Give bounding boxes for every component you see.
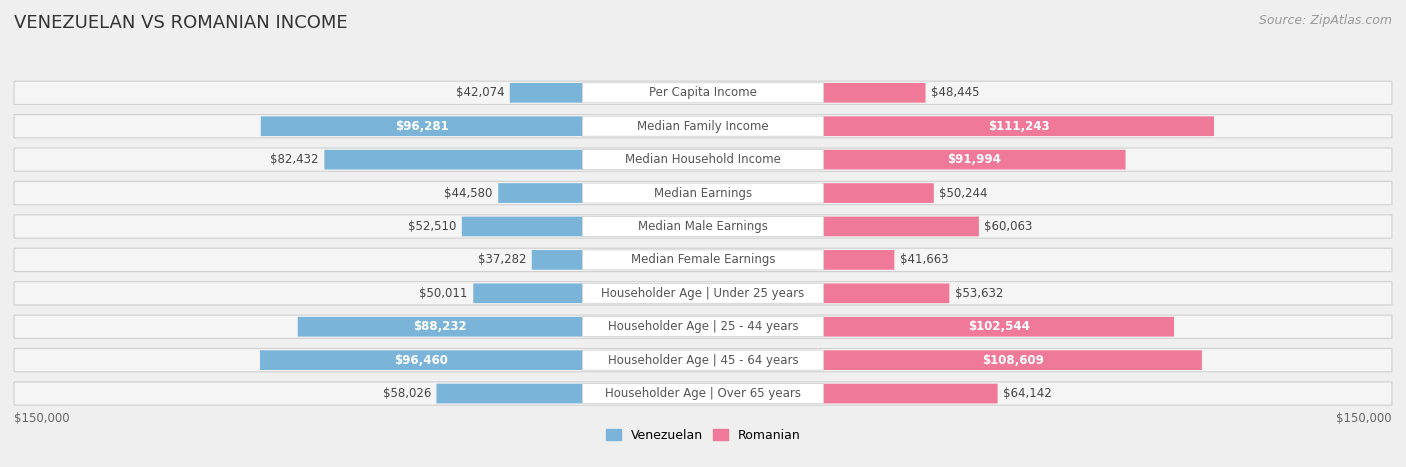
Text: $42,074: $42,074 <box>456 86 505 99</box>
FancyBboxPatch shape <box>824 83 925 103</box>
Text: Householder Age | Under 25 years: Householder Age | Under 25 years <box>602 287 804 300</box>
FancyBboxPatch shape <box>436 384 582 403</box>
Text: $41,663: $41,663 <box>900 254 949 266</box>
Text: Source: ZipAtlas.com: Source: ZipAtlas.com <box>1258 14 1392 27</box>
Text: $108,609: $108,609 <box>981 354 1043 367</box>
FancyBboxPatch shape <box>531 250 582 270</box>
FancyBboxPatch shape <box>582 83 824 103</box>
Text: $111,243: $111,243 <box>988 120 1049 133</box>
Text: $52,510: $52,510 <box>408 220 457 233</box>
FancyBboxPatch shape <box>582 250 824 270</box>
FancyBboxPatch shape <box>582 116 824 136</box>
FancyBboxPatch shape <box>824 317 1174 337</box>
FancyBboxPatch shape <box>582 350 824 370</box>
FancyBboxPatch shape <box>14 348 1392 372</box>
Text: $60,063: $60,063 <box>984 220 1033 233</box>
FancyBboxPatch shape <box>325 150 582 170</box>
Legend: Venezuelan, Romanian: Venezuelan, Romanian <box>600 424 806 447</box>
FancyBboxPatch shape <box>582 283 824 303</box>
FancyBboxPatch shape <box>498 183 582 203</box>
Text: Householder Age | 45 - 64 years: Householder Age | 45 - 64 years <box>607 354 799 367</box>
Text: $64,142: $64,142 <box>1002 387 1052 400</box>
FancyBboxPatch shape <box>14 315 1392 339</box>
Text: $102,544: $102,544 <box>967 320 1029 333</box>
Text: $37,282: $37,282 <box>478 254 526 266</box>
Text: VENEZUELAN VS ROMANIAN INCOME: VENEZUELAN VS ROMANIAN INCOME <box>14 14 347 32</box>
FancyBboxPatch shape <box>824 183 934 203</box>
FancyBboxPatch shape <box>461 217 582 236</box>
Text: Per Capita Income: Per Capita Income <box>650 86 756 99</box>
FancyBboxPatch shape <box>510 83 582 103</box>
Text: Median Female Earnings: Median Female Earnings <box>631 254 775 266</box>
FancyBboxPatch shape <box>824 250 894 270</box>
Text: $48,445: $48,445 <box>931 86 980 99</box>
FancyBboxPatch shape <box>582 217 824 236</box>
Text: Median Earnings: Median Earnings <box>654 186 752 199</box>
FancyBboxPatch shape <box>824 384 998 403</box>
FancyBboxPatch shape <box>14 114 1392 138</box>
Text: $53,632: $53,632 <box>955 287 1004 300</box>
FancyBboxPatch shape <box>14 248 1392 271</box>
Text: Householder Age | 25 - 44 years: Householder Age | 25 - 44 years <box>607 320 799 333</box>
FancyBboxPatch shape <box>14 282 1392 305</box>
FancyBboxPatch shape <box>582 317 824 337</box>
FancyBboxPatch shape <box>474 283 582 303</box>
FancyBboxPatch shape <box>260 116 582 136</box>
Text: Median Family Income: Median Family Income <box>637 120 769 133</box>
Text: Median Male Earnings: Median Male Earnings <box>638 220 768 233</box>
FancyBboxPatch shape <box>824 150 1126 170</box>
Text: $96,460: $96,460 <box>394 354 449 367</box>
FancyBboxPatch shape <box>824 116 1213 136</box>
FancyBboxPatch shape <box>14 215 1392 238</box>
FancyBboxPatch shape <box>824 283 949 303</box>
FancyBboxPatch shape <box>14 181 1392 205</box>
FancyBboxPatch shape <box>14 148 1392 171</box>
FancyBboxPatch shape <box>14 382 1392 405</box>
Text: $44,580: $44,580 <box>444 186 492 199</box>
FancyBboxPatch shape <box>824 217 979 236</box>
Text: $50,244: $50,244 <box>939 186 988 199</box>
FancyBboxPatch shape <box>298 317 582 337</box>
Text: $88,232: $88,232 <box>413 320 467 333</box>
FancyBboxPatch shape <box>824 350 1202 370</box>
Text: $96,281: $96,281 <box>395 120 449 133</box>
FancyBboxPatch shape <box>14 81 1392 105</box>
FancyBboxPatch shape <box>260 350 582 370</box>
FancyBboxPatch shape <box>582 383 824 403</box>
Text: Median Household Income: Median Household Income <box>626 153 780 166</box>
Text: $50,011: $50,011 <box>419 287 468 300</box>
FancyBboxPatch shape <box>582 183 824 203</box>
Text: $82,432: $82,432 <box>270 153 319 166</box>
Text: $150,000: $150,000 <box>14 412 70 425</box>
Text: $58,026: $58,026 <box>382 387 432 400</box>
Text: Householder Age | Over 65 years: Householder Age | Over 65 years <box>605 387 801 400</box>
Text: $91,994: $91,994 <box>948 153 1001 166</box>
Text: $150,000: $150,000 <box>1336 412 1392 425</box>
FancyBboxPatch shape <box>582 150 824 170</box>
